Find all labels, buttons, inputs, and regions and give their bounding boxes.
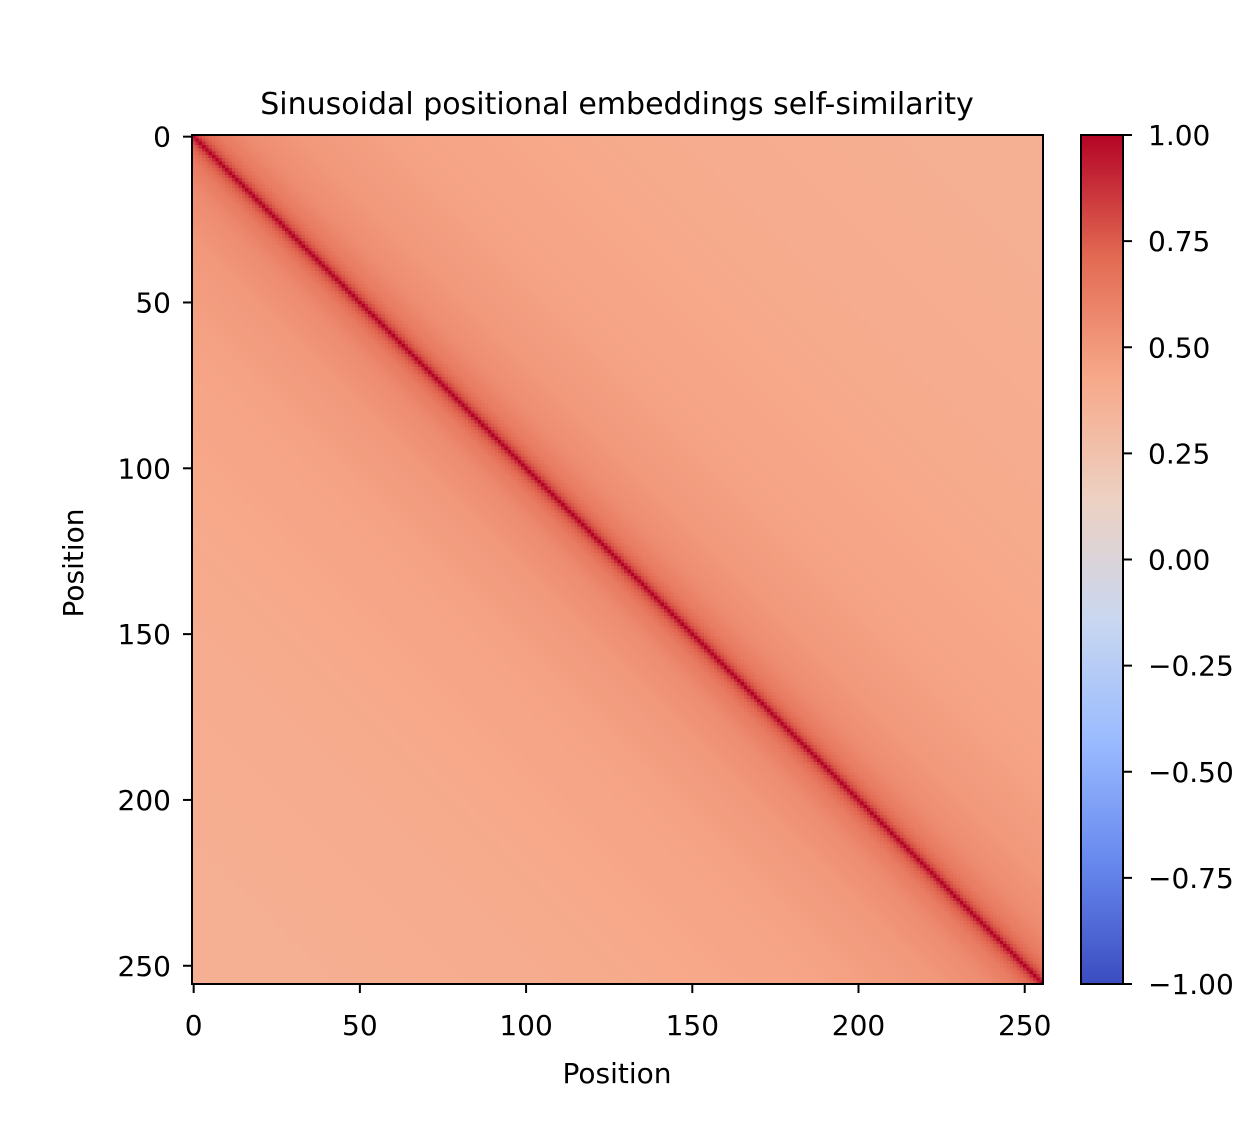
- colorbar-tick-label: 0.00: [1148, 544, 1210, 577]
- x-tick-label: 150: [666, 1009, 719, 1042]
- x-axis-ticks: 0 50 100 150 200 250: [185, 984, 1051, 1042]
- x-axis-label: Position: [562, 1057, 671, 1090]
- y-tick-label: 250: [118, 950, 171, 983]
- heatmap-cells: [192, 135, 1043, 984]
- colorbar-tick-label: −1.00: [1148, 968, 1234, 1001]
- y-tick-label: 100: [118, 452, 171, 485]
- y-tick-label: 200: [118, 784, 171, 817]
- y-axis-label: Position: [57, 508, 90, 617]
- x-tick-label: 250: [998, 1009, 1051, 1042]
- colorbar-tick-label: 1.00: [1148, 119, 1210, 152]
- y-tick-label: 50: [135, 286, 171, 319]
- colorbar: [1080, 134, 1124, 985]
- x-tick-label: 100: [499, 1009, 552, 1042]
- plot-frame: [191, 134, 1044, 985]
- y-tick-label: 0: [153, 121, 171, 154]
- y-axis-ticks: 0 50 100 150 200 250: [118, 121, 192, 983]
- x-tick-label: 50: [342, 1009, 378, 1042]
- x-tick-label: 200: [832, 1009, 885, 1042]
- x-tick-label: 0: [185, 1009, 203, 1042]
- colorbar-tick-label: −0.50: [1148, 756, 1234, 789]
- colorbar-tick-label: −0.25: [1148, 650, 1234, 683]
- colorbar-tick-label: 0.50: [1148, 331, 1210, 364]
- colorbar-tick-label: 0.25: [1148, 437, 1210, 470]
- colorbar-ticks: 1.00 0.75 0.50 0.25 0.00 −0.25 −0.50 −0.75 −1.00: [1123, 119, 1234, 1001]
- y-tick-label: 150: [118, 618, 171, 651]
- colorbar-tick-label: −0.75: [1148, 862, 1234, 895]
- chart-title: Sinusoidal positional embeddings self-si…: [260, 87, 974, 122]
- heatmap-area: [192, 135, 1043, 984]
- colorbar-tick-label: 0.75: [1148, 225, 1210, 258]
